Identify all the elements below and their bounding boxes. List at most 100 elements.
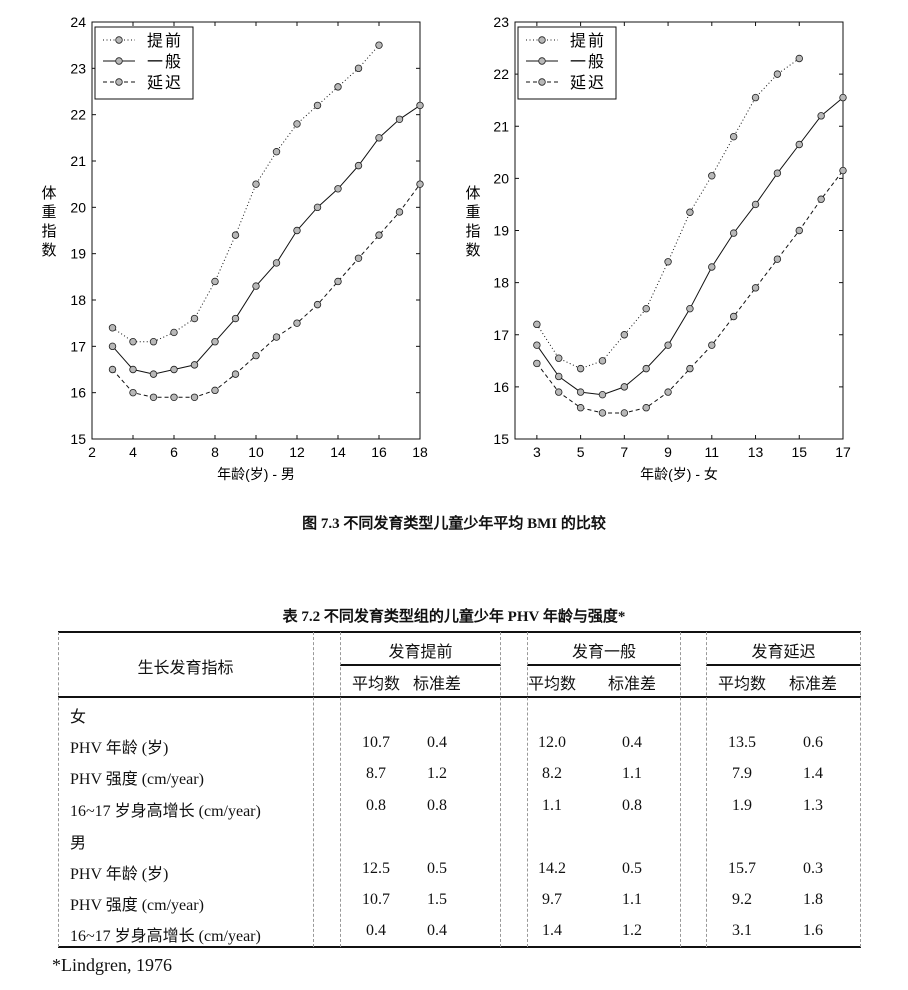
data-point	[576, 364, 585, 373]
group-rule	[527, 664, 681, 666]
y-tick-label: 18	[493, 275, 509, 291]
data-point	[313, 203, 322, 212]
table-cell: 0.5	[622, 860, 642, 877]
series-line-延迟	[112, 183, 421, 398]
y-tick-label: 19	[493, 223, 509, 239]
y-tick-label: 20	[493, 170, 509, 186]
data-point	[108, 342, 117, 351]
data-point	[555, 372, 563, 381]
data-point	[395, 115, 404, 123]
data-point	[576, 404, 585, 412]
subheader: 标准差	[412, 676, 461, 693]
table-cell: 0.4	[427, 734, 447, 751]
table-cell: 0.4	[366, 922, 386, 939]
figure-caption: 图 7.3 不同发育类型儿童少年平均 BMI 的比较	[302, 516, 606, 532]
column-divider	[706, 632, 707, 947]
data-point	[108, 365, 117, 374]
data-point	[129, 338, 137, 346]
x-axis-label: 年龄(岁) - 男	[217, 466, 295, 482]
data-point	[354, 64, 363, 73]
table-cell: 1.9	[732, 797, 752, 814]
y-tick-label: 19	[70, 246, 86, 262]
data-point	[664, 258, 672, 266]
x-tick-label: 3	[533, 444, 541, 460]
y-tick-label: 16	[493, 379, 509, 395]
table-cell: 0.5	[427, 860, 447, 877]
legend-marker	[115, 57, 123, 65]
subheader: 平均数	[351, 676, 400, 693]
data-point	[839, 93, 847, 102]
table-cell: 9.7	[542, 891, 562, 908]
data-point	[751, 93, 760, 102]
data-point	[773, 70, 782, 78]
data-point	[576, 388, 585, 396]
data-point	[334, 185, 342, 193]
data-point	[642, 404, 650, 412]
data-point	[729, 312, 738, 321]
table-cell: 0.6	[803, 734, 823, 751]
table-cell: 1.3	[803, 797, 823, 814]
table-cell: 0.8	[366, 797, 386, 814]
column-divider	[680, 632, 681, 947]
x-tick-label: 2	[88, 444, 96, 460]
x-tick-label: 5	[577, 444, 585, 460]
data-point	[395, 208, 404, 216]
data-point	[170, 393, 178, 401]
table-cell: 1.1	[622, 891, 642, 908]
data-point	[729, 229, 738, 237]
table-bottom-rule	[58, 946, 861, 948]
legend-marker	[538, 36, 546, 44]
series-line-一般	[112, 104, 421, 375]
table-cell: 13.5	[728, 734, 756, 751]
row-label: PHV 年龄 (岁)	[70, 740, 169, 757]
series-line-提前	[536, 58, 800, 370]
data-point	[751, 200, 760, 209]
series-line-延迟	[536, 170, 844, 414]
data-point	[149, 338, 158, 346]
x-tick-label: 16	[371, 444, 387, 460]
data-point	[708, 341, 716, 349]
legend-label: 提前	[570, 32, 606, 50]
data-point	[620, 331, 629, 339]
table-cell: 12.5	[362, 860, 390, 877]
column-divider	[527, 632, 528, 947]
row-label: PHV 年龄 (岁)	[70, 866, 169, 883]
x-tick-label: 15	[791, 444, 807, 460]
y-tick-label: 22	[493, 66, 509, 82]
row-label: 男	[70, 835, 87, 852]
x-tick-label: 10	[248, 444, 264, 460]
table-cell: 1.4	[542, 922, 562, 939]
table-top-rule	[58, 631, 861, 633]
data-point	[555, 388, 563, 396]
data-point	[231, 314, 240, 323]
data-point	[190, 361, 199, 369]
data-point	[598, 390, 607, 399]
data-point	[272, 259, 281, 267]
data-point	[293, 120, 301, 128]
data-point	[252, 180, 260, 188]
x-tick-label: 13	[748, 444, 764, 460]
data-point	[252, 282, 260, 290]
legend-marker	[538, 57, 546, 65]
y-tick-label: 20	[70, 199, 86, 215]
group-header: 发育一般	[571, 644, 636, 661]
legend-marker	[115, 36, 123, 44]
data-point	[272, 333, 281, 341]
subheader: 标准差	[788, 676, 837, 693]
data-point	[375, 231, 383, 239]
data-point	[375, 134, 383, 142]
column-divider	[313, 632, 314, 947]
data-point	[686, 208, 694, 216]
table-cell: 1.6	[803, 922, 823, 939]
table-cell: 7.9	[732, 765, 752, 782]
table-cell: 1.4	[803, 765, 823, 782]
data-point	[773, 169, 782, 177]
y-tick-label: 24	[70, 14, 86, 30]
y-tick-label: 17	[493, 327, 509, 343]
x-tick-label: 7	[620, 444, 628, 460]
row-label: PHV 强度 (cm/year)	[70, 771, 204, 788]
table-title: 表 7.2 不同发育类型组的儿童少年 PHV 年龄与强度*	[282, 609, 626, 625]
data-point	[817, 112, 825, 120]
legend-label: 延迟	[147, 74, 183, 92]
